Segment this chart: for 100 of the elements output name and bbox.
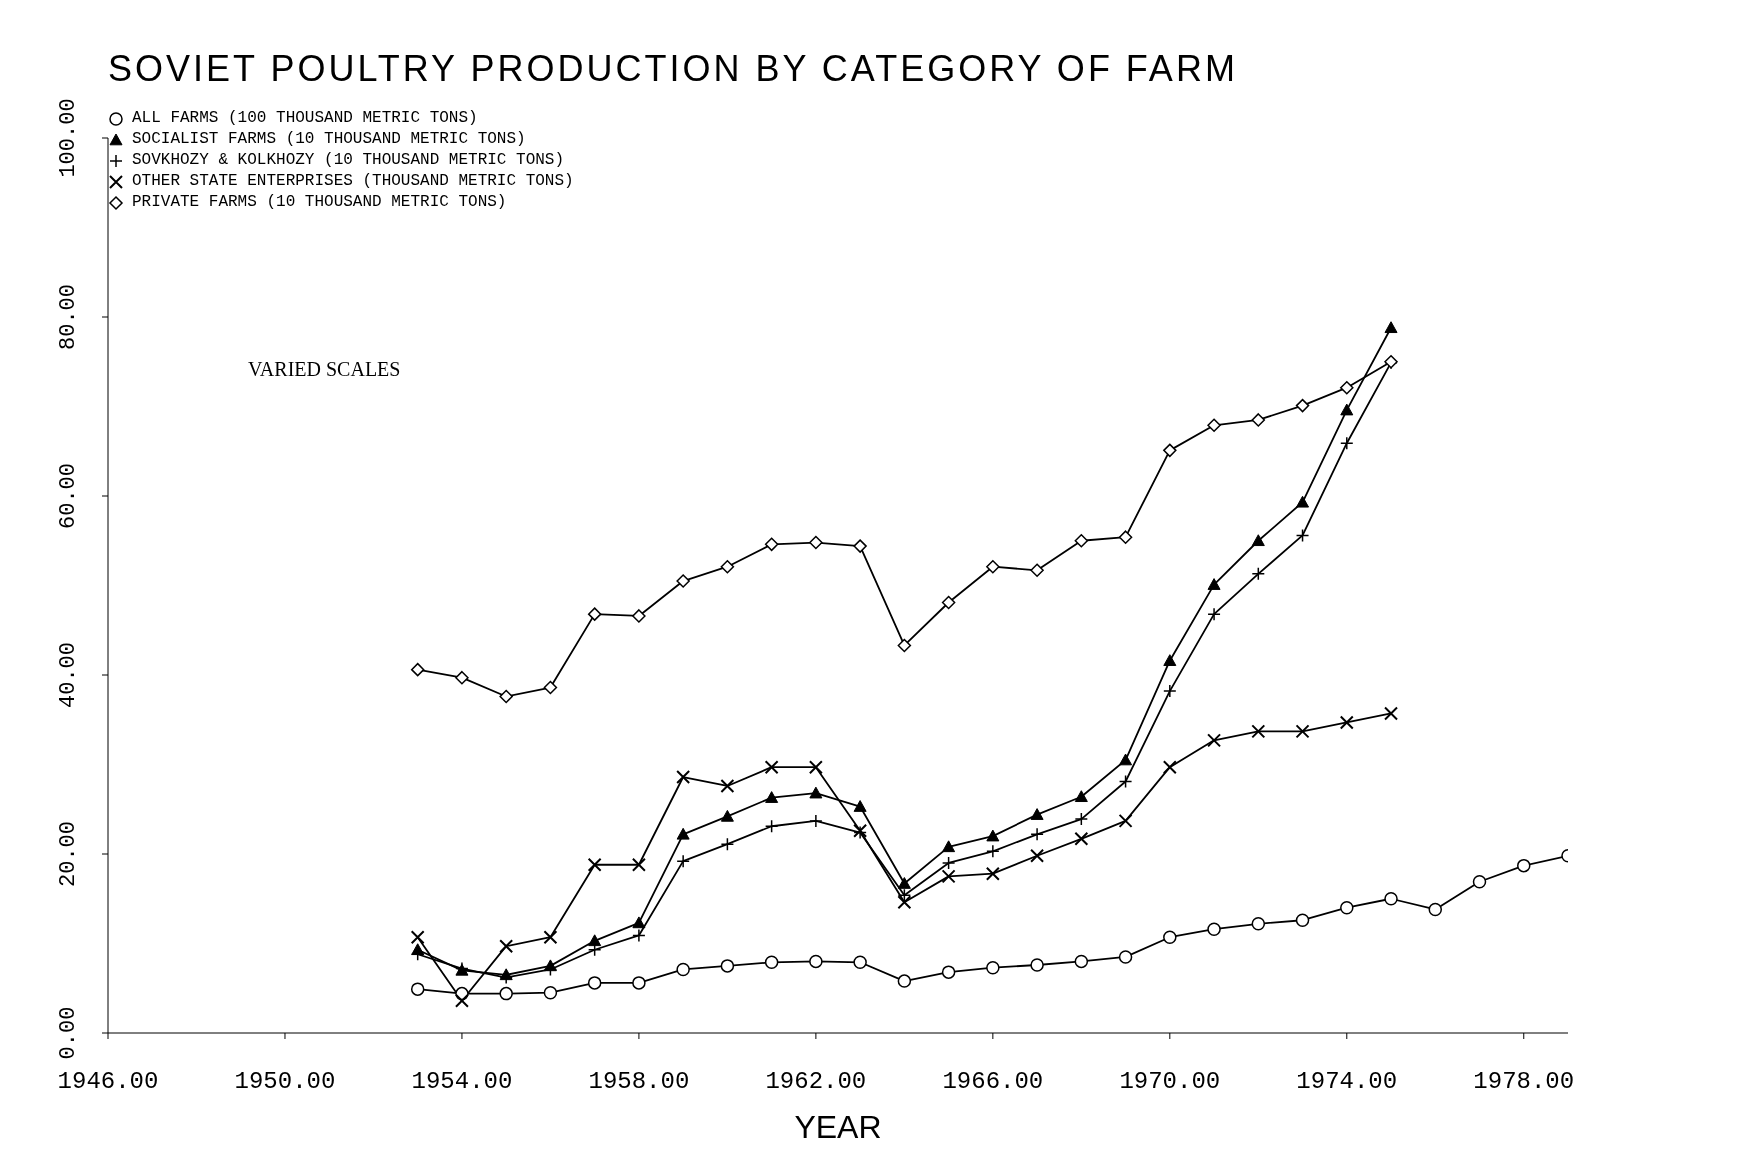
point [1163,654,1177,666]
x-tick-label: 1966.00 [942,1068,1044,1096]
point [1207,922,1221,936]
point [986,960,1000,975]
point [454,993,469,1008]
point [632,916,646,929]
point [588,934,602,947]
point [587,857,602,872]
point [1340,380,1354,395]
point [764,955,779,970]
point [809,786,823,799]
point [410,662,425,677]
x-axis-title: YEAR [794,1109,882,1145]
point [1295,913,1310,927]
x-tick-label: 1950.00 [234,1068,336,1096]
point [1296,495,1310,508]
point [764,537,779,552]
point [720,809,734,822]
point [1207,733,1222,748]
y-tick-label: 80.00 [56,283,81,351]
legend-label: OTHER STATE ENTERPRISES (THOUSAND METRIC TONS) [132,171,574,192]
point [941,595,956,610]
point [897,877,911,889]
point [1030,563,1044,578]
point [543,680,558,695]
point [1340,900,1354,915]
legend-label: SOCIALIST FARMS (10 THOUSAND METRIC TONS) [132,129,526,150]
y-tick-label: 20.00 [56,820,81,888]
point [1207,578,1221,590]
point [809,535,823,550]
point [499,689,513,704]
point [499,986,513,1001]
point [499,939,514,954]
point [632,976,646,990]
point [897,638,912,653]
point [941,869,956,884]
point [1074,790,1088,803]
point [1162,760,1177,775]
point [1163,443,1177,458]
point [720,559,735,574]
legend-label: SOVKHOZY & KOLKHOZY (10 THOUSAND METRIC TONS) [132,150,565,171]
point [853,800,867,812]
point [720,959,735,973]
point [986,829,1000,842]
y-tick-label: 0.00 [56,1006,81,1060]
point [764,760,779,775]
point [543,930,558,945]
point [1251,534,1265,547]
point [543,985,558,1000]
point [587,976,602,990]
point [1163,930,1177,944]
point [941,965,956,979]
point [1118,813,1133,828]
point [1118,530,1133,544]
y-tick-label: 40.00 [56,641,81,709]
point [1339,715,1354,730]
point [1384,321,1398,334]
point [676,574,690,588]
annotation: VARIED SCALES [248,358,401,381]
y-tick-label: 60.00 [56,462,81,530]
point [455,670,469,685]
point [1030,958,1044,972]
y-tick-label: 100.00 [56,98,81,178]
point [897,974,912,988]
point [1251,413,1266,427]
point [676,962,690,977]
point [1119,753,1133,766]
point [1472,875,1487,889]
x-tick-label: 1974.00 [1296,1068,1398,1096]
point [942,840,956,853]
point [1118,950,1133,964]
point [1295,724,1310,739]
point [1030,808,1044,820]
legend-label: PRIVATE FARMS (10 THOUSAND METRIC TONS) [132,192,507,213]
point [1251,917,1266,931]
point [676,827,690,840]
point [1074,534,1089,548]
point [1384,892,1398,906]
x-tick-label: 1970.00 [1119,1068,1221,1096]
point [676,770,691,785]
point [765,791,779,803]
point [1295,398,1310,413]
point [809,954,823,969]
point [1384,706,1399,721]
x-tick-label: 1954.00 [411,1068,513,1096]
point [1517,858,1531,873]
point [720,778,735,793]
legend-label: ALL FARMS (100 THOUSAND METRIC TONS) [132,108,478,129]
point [632,609,646,623]
point [1340,403,1354,416]
x-tick-label: 1946.00 [57,1068,159,1096]
point [410,930,425,945]
point [808,760,823,775]
point [986,559,1000,574]
point [1207,418,1221,433]
x-tick-label: 1958.00 [588,1068,690,1096]
point [1251,724,1266,739]
point [587,607,602,621]
point [1118,774,1133,789]
point [1428,902,1443,917]
